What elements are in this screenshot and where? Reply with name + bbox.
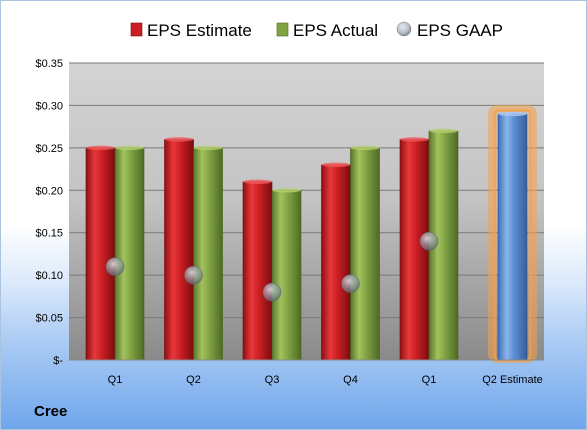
- legend-label: EPS GAAP: [417, 21, 503, 40]
- y-tick-label: $0.30: [35, 100, 63, 112]
- eps-estimate-bar: [242, 181, 273, 361]
- plot-area: [69, 63, 544, 360]
- eps-actual-bar: [114, 147, 145, 361]
- y-tick-label: $-: [53, 355, 63, 367]
- eps-estimate-bar: [321, 164, 351, 361]
- eps-gaap-point: [419, 231, 439, 251]
- x-tick-label: Q1: [422, 374, 437, 386]
- legend-swatch-gaap: [396, 21, 412, 37]
- y-tick-label: $0.15: [35, 228, 63, 240]
- bar-cap: [243, 179, 272, 184]
- legend: EPS Estimate EPS Actual EPS GAAP: [130, 21, 503, 40]
- bar-cap: [86, 145, 115, 151]
- y-axis-ticks: $- $0.05 $0.10 $0.15 $0.20 $0.25 $0.30 $0.35: [35, 58, 63, 367]
- y-tick-label: $0.05: [35, 313, 63, 325]
- eps-estimate-bar: [399, 139, 430, 361]
- eps-estimate-bar: [85, 147, 116, 361]
- eps-gaap-point: [341, 274, 360, 293]
- x-tick-label: Q1: [108, 374, 123, 386]
- eps-gaap-point: [105, 257, 125, 276]
- eps-gaap-point: [184, 265, 203, 285]
- y-tick-label: $0.25: [35, 143, 63, 155]
- bar-cap: [193, 145, 223, 151]
- bar-cap: [164, 137, 194, 142]
- x-tick-label: Q4: [343, 374, 358, 386]
- legend-label: EPS Estimate: [147, 21, 252, 40]
- bar-cap: [400, 137, 429, 142]
- eps-actual-bar: [271, 189, 302, 361]
- legend-swatch-estimate: [130, 22, 143, 37]
- gaap-points: [105, 231, 439, 302]
- x-tick-label: Q2: [186, 374, 201, 386]
- bar-cap: [115, 145, 144, 151]
- legend-swatch-actual: [276, 22, 289, 37]
- y-tick-label: $0.20: [35, 185, 63, 197]
- bar-cap: [272, 188, 301, 193]
- eps-actual-bar: [350, 147, 380, 361]
- y-tick-label: $0.35: [35, 58, 63, 70]
- bar-cap: [350, 145, 380, 151]
- eps-gaap-point: [262, 282, 282, 302]
- eps-actual-bar: [193, 147, 223, 361]
- legend-label: EPS Actual: [293, 21, 378, 40]
- bar-cap: [429, 128, 458, 134]
- company-name: Cree: [34, 403, 68, 420]
- y-tick-label: $0.10: [35, 270, 63, 282]
- grid: [69, 62, 544, 319]
- x-axis-ticks: Q1 Q2 Q3 Q4 Q1 Q2 Estimate: [108, 374, 543, 386]
- eps-estimate-bar: [164, 139, 194, 361]
- eps-forecast-bar: [497, 113, 528, 361]
- bar-cap: [321, 162, 351, 168]
- x-tick-label: Q3: [265, 374, 280, 386]
- bar-cap: [498, 111, 527, 117]
- x-tick-label: Q2 Estimate: [482, 374, 543, 386]
